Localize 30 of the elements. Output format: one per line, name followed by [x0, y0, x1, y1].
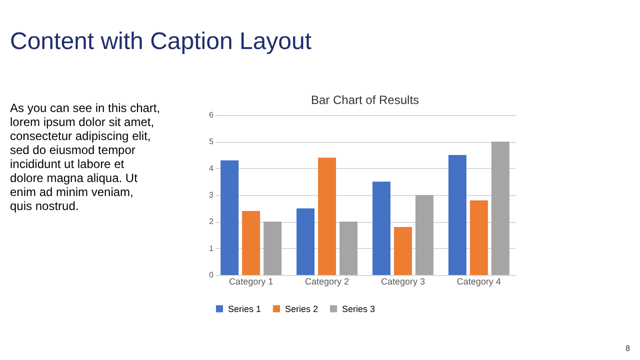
x-tick-label: Category 4: [456, 276, 501, 286]
bar: [318, 158, 336, 275]
y-tick-label: 2: [209, 217, 214, 226]
y-tick-label: 3: [209, 190, 214, 200]
x-tick-label: Category 1: [229, 276, 274, 286]
legend-label: Series 2: [285, 304, 318, 314]
text: Content with Caption Layout: [10, 28, 312, 55]
text: As you can see in this chart, lorem ipsum dolor sit amet, consectetur adipiscing elit, sed do eiusmod tempor incididunt ut labore et dolore magna aliqua. Ut enim ad minim veniam, quis nostrud.: [10, 101, 160, 213]
bar: [264, 222, 282, 275]
bar: [415, 195, 434, 275]
bar: [491, 142, 510, 275]
y-tick-label: 4: [209, 164, 214, 173]
legend-label: Series 1: [228, 304, 262, 314]
y-tick-label: 0: [209, 270, 214, 280]
bar: [372, 182, 390, 275]
y-tick-label: 1: [209, 244, 214, 253]
y-tick-label: 5: [209, 137, 214, 146]
bar: [220, 160, 239, 275]
bar: [242, 211, 260, 275]
text: 8: [626, 344, 631, 353]
y-tick-label: 6: [209, 110, 214, 120]
bar: [470, 200, 488, 275]
bar: [296, 208, 315, 275]
x-tick-label: Category 2: [305, 276, 350, 286]
legend-label: Series 3: [342, 304, 376, 314]
bar: [340, 222, 358, 275]
bar: [448, 155, 466, 275]
bar: [394, 227, 412, 275]
x-tick-label: Category 3: [380, 276, 425, 286]
chart-title: Bar Chart of Results: [310, 93, 420, 107]
